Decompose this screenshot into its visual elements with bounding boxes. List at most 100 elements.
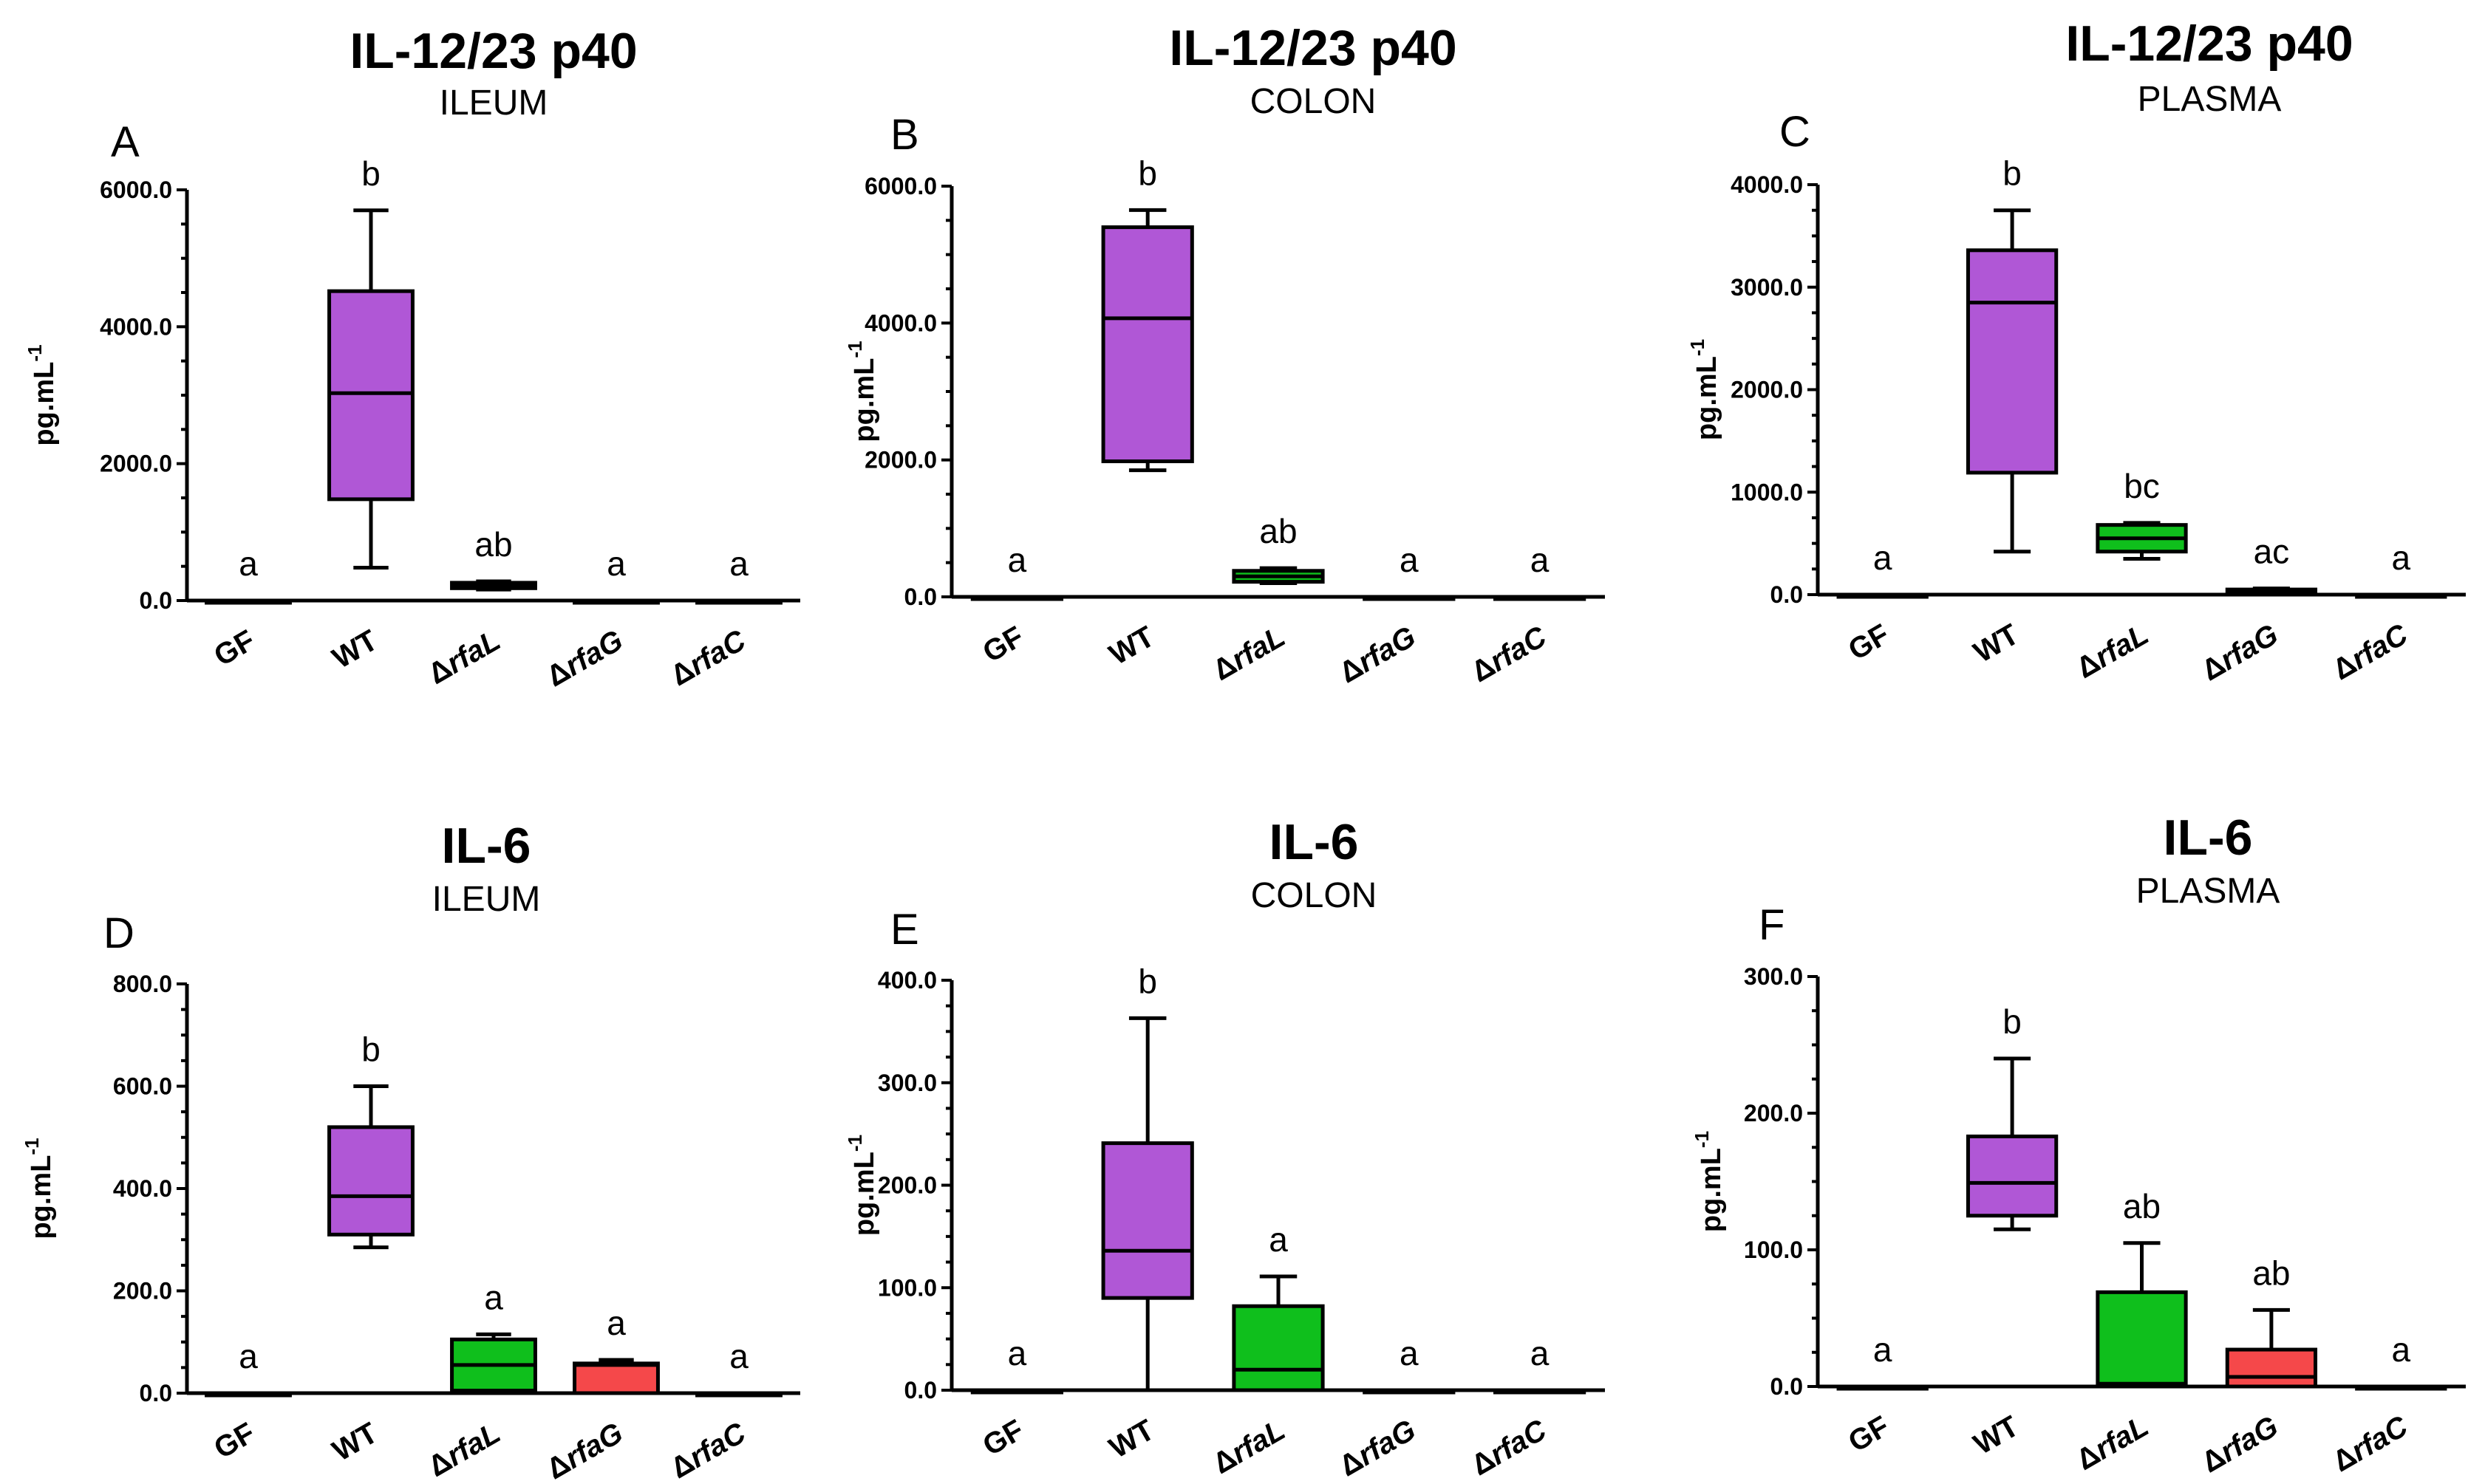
significance-letter: a <box>2392 1330 2411 1369</box>
box-gf: a GF <box>970 1334 1064 1463</box>
panel-letter: C <box>1779 108 1810 156</box>
box-rfac: a ΔrfaC <box>1466 541 1586 688</box>
significance-letter: b <box>1138 154 1157 192</box>
x-tick-label: GF <box>1843 618 1895 667</box>
significance-letter: a <box>1873 1330 1892 1369</box>
x-tick-label: ΔrfaL <box>1207 620 1290 687</box>
panel-e: IL-6 COLON E 0.0 100.0 200.0 300.0 400.0 pg.mL-1… <box>844 814 1605 1483</box>
y-tick-label: 0.0 <box>140 1380 172 1406</box>
y-tick-label: 1000.0 <box>1731 479 1803 505</box>
box-gf: a GF <box>205 544 292 673</box>
significance-letter: a <box>1008 1334 1027 1372</box>
y-axis-label: pg.mL-1 <box>844 341 880 442</box>
x-tick-label: GF <box>1843 1410 1895 1459</box>
significance-letter: ab <box>2252 1254 2290 1292</box>
significance-letter: a <box>239 1337 258 1375</box>
significance-letter: b <box>1138 962 1157 1000</box>
x-tick-label: ΔrfaC <box>2328 618 2414 686</box>
significance-letter: a <box>729 544 749 583</box>
significance-letter: a <box>1400 541 1419 579</box>
panel-subtitle: COLON <box>1250 82 1377 121</box>
significance-letter: a <box>1008 541 1027 579</box>
y-tick-label: 3000.0 <box>1731 274 1803 301</box>
box-rfal: ab ΔrfaL <box>2071 1187 2188 1477</box>
box-wt: b WT <box>1966 154 2059 669</box>
panel-b: IL-12/23 p40 COLON B 0.0 2000.0 4000.0 6000.0 p… <box>844 20 1605 689</box>
x-tick-label: ΔrfaL <box>2071 618 2154 685</box>
y-tick-label: 200.0 <box>878 1172 937 1199</box>
x-tick-label: ΔrfaC <box>665 1416 751 1484</box>
x-tick-label: ΔrfaG <box>2196 1410 2283 1480</box>
panel-subtitle: COLON <box>1251 876 1377 915</box>
box-rfag: ac ΔrfaG <box>2196 533 2318 688</box>
panel-subtitle: ILEUM <box>432 880 541 919</box>
y-tick-label: 6000.0 <box>100 177 172 203</box>
box-wt: b WT <box>1966 1002 2059 1461</box>
panel-subtitle: ILEUM <box>440 83 548 123</box>
y-axis-label: pg.mL-1 <box>21 1138 57 1239</box>
significance-letter: a <box>1400 1334 1419 1372</box>
x-tick-label: GF <box>208 624 260 673</box>
y-tick-label: 100.0 <box>1744 1237 1803 1263</box>
box-gf: a GF <box>1836 1330 1929 1459</box>
significance-letter: a <box>2392 538 2411 577</box>
y-tick-label: 0.0 <box>1770 581 1803 608</box>
y-tick-label: 0.0 <box>140 587 172 614</box>
y-tick-label: 2000.0 <box>1731 377 1803 403</box>
panel-title: IL-12/23 p40 <box>2065 16 2353 72</box>
significance-letter: ab <box>2123 1187 2161 1225</box>
panel-letter: B <box>890 111 919 159</box>
significance-letter: b <box>2002 1002 2022 1041</box>
box-iqr <box>2096 1290 2188 1389</box>
y-axis-label: pg.mL-1 <box>844 1135 880 1236</box>
panel-letter: E <box>890 906 919 954</box>
significance-letter: a <box>1873 538 1892 577</box>
significance-letter: ab <box>1259 512 1297 550</box>
y-tick-label: 300.0 <box>1744 963 1803 990</box>
y-axis-label: pg.mL-1 <box>1686 339 1722 440</box>
box-rfal: a ΔrfaL <box>423 1278 537 1483</box>
significance-letter: a <box>607 544 626 583</box>
box-rfal: ab ΔrfaL <box>1207 512 1325 687</box>
x-tick-label: ΔrfaG <box>2196 618 2283 688</box>
y-tick-label: 200.0 <box>1744 1100 1803 1126</box>
x-tick-label: ΔrfaL <box>423 624 505 691</box>
panel-title: IL-6 <box>1269 814 1359 870</box>
significance-letter: ac <box>2254 533 2290 571</box>
box-iqr <box>2225 1347 2318 1389</box>
x-tick-label: ΔrfaG <box>541 1417 628 1484</box>
box-rfal: bc ΔrfaL <box>2071 467 2188 685</box>
panel-title: IL-12/23 p40 <box>1169 20 1456 76</box>
significance-letter: a <box>607 1304 626 1342</box>
significance-letter: b <box>361 154 381 193</box>
box-rfac: a ΔrfaC <box>665 544 783 692</box>
box-rfag: a ΔrfaG <box>541 544 660 693</box>
panel-letter: D <box>103 909 134 957</box>
y-tick-label: 600.0 <box>113 1073 172 1100</box>
box-iqr <box>1966 1134 2059 1218</box>
box-rfag: a ΔrfaG <box>1334 1334 1456 1483</box>
x-tick-label: ΔrfaL <box>2071 1410 2154 1477</box>
panel-c: IL-12/23 p40 PLASMA C 0.0 1000.0 2000.0 3000.0… <box>1686 16 2466 687</box>
y-tick-label: 0.0 <box>904 1377 937 1403</box>
x-tick-label: ΔrfaG <box>1334 620 1421 690</box>
box-rfac: a ΔrfaC <box>2328 1330 2447 1478</box>
y-tick-label: 100.0 <box>878 1274 937 1301</box>
y-tick-label: 400.0 <box>113 1175 172 1202</box>
y-tick-label: 2000.0 <box>865 447 937 473</box>
panel-title: IL-12/23 p40 <box>350 23 637 79</box>
x-tick-label: GF <box>978 1414 1029 1463</box>
box-iqr <box>573 1361 660 1395</box>
y-tick-label: 800.0 <box>113 971 172 997</box>
x-tick-label: WT <box>1104 620 1160 671</box>
x-tick-label: WT <box>327 624 384 675</box>
x-tick-label: WT <box>1968 618 2025 669</box>
box-rfac: a ΔrfaC <box>665 1337 783 1484</box>
box-iqr <box>1101 225 1194 464</box>
panel-f: IL-6 PLASMA F 0.0 100.0 200.0 300.0 pg.mL-1 a GF b… <box>1691 810 2466 1479</box>
y-tick-label: 2000.0 <box>100 451 172 477</box>
x-tick-label: WT <box>1104 1414 1160 1465</box>
panel-letter: A <box>111 118 140 166</box>
box-wt: b WT <box>327 154 415 675</box>
